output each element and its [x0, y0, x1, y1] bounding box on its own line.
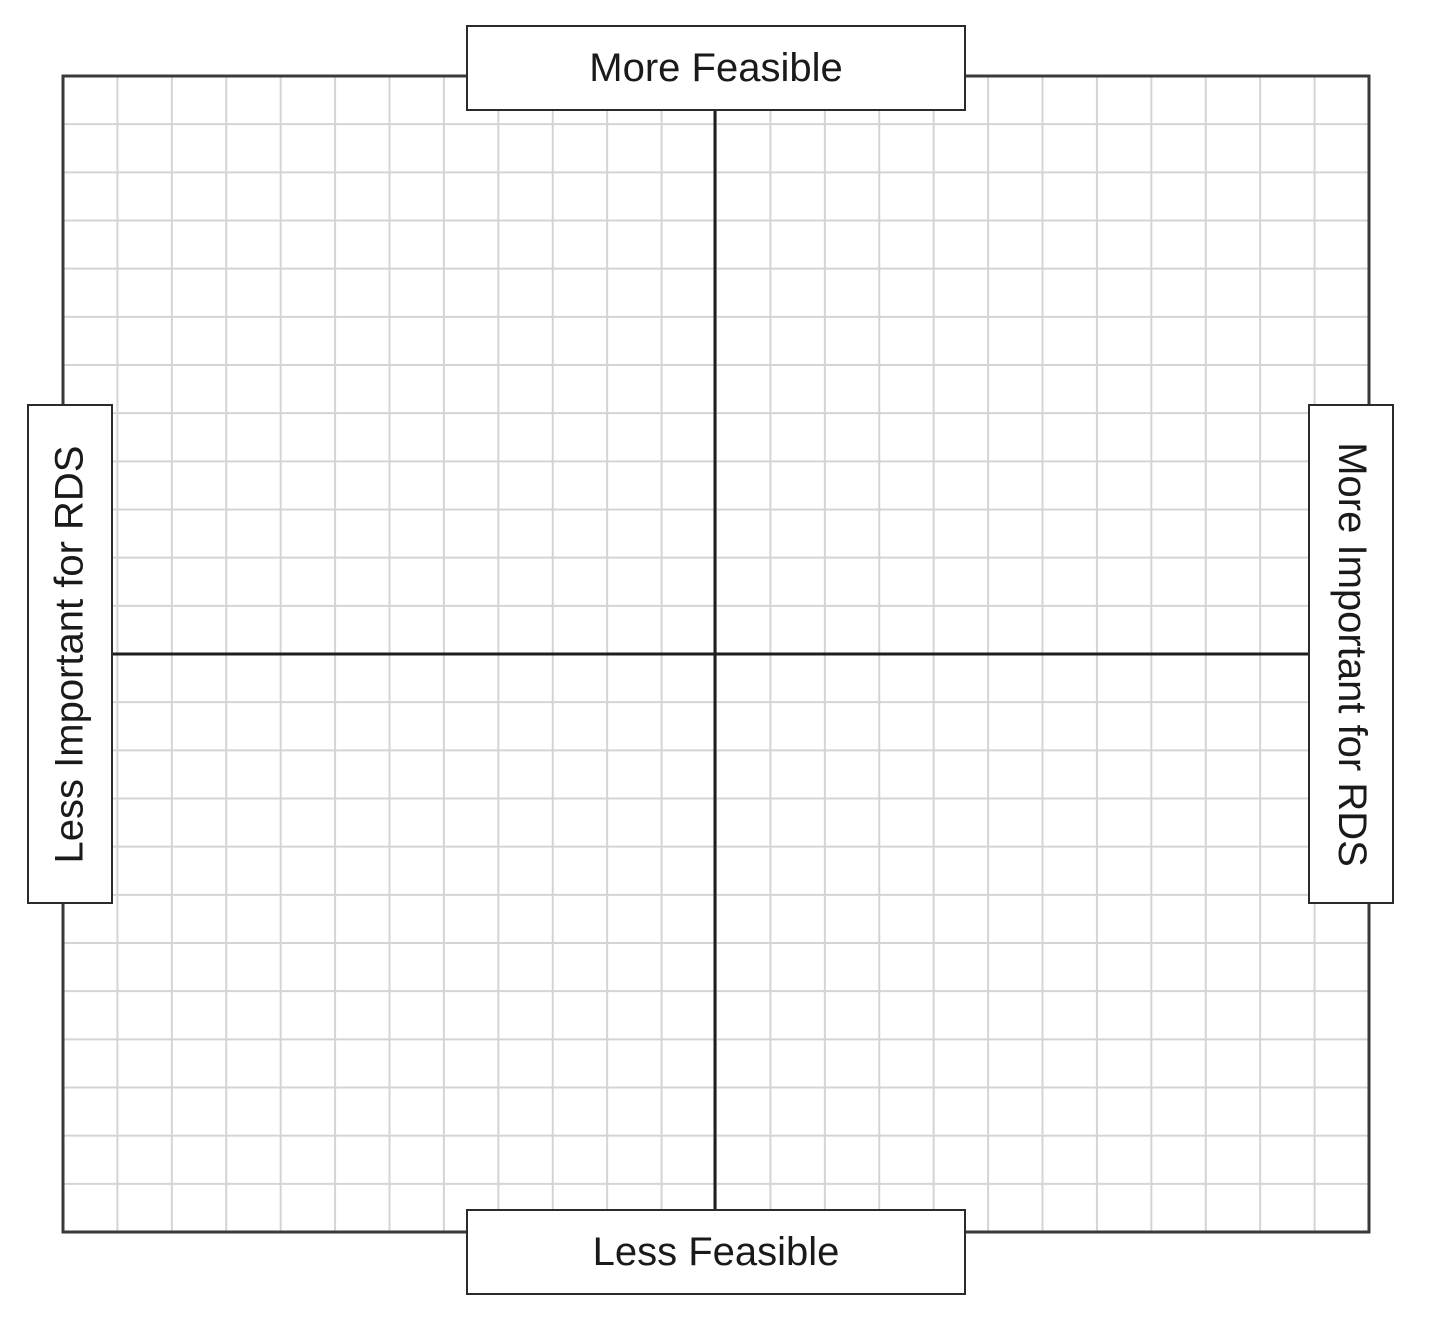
more-feasible-label: More Feasible	[466, 25, 966, 111]
less-feasible-label: Less Feasible	[466, 1209, 966, 1295]
less-important-text: Less Important for RDS	[47, 445, 92, 863]
more-feasible-text: More Feasible	[589, 45, 843, 90]
more-important-label: More Important for RDS	[1308, 404, 1394, 904]
more-important-text: More Important for RDS	[1329, 441, 1374, 867]
less-important-label: Less Important for RDS	[27, 404, 113, 904]
less-feasible-text: Less Feasible	[592, 1229, 840, 1274]
